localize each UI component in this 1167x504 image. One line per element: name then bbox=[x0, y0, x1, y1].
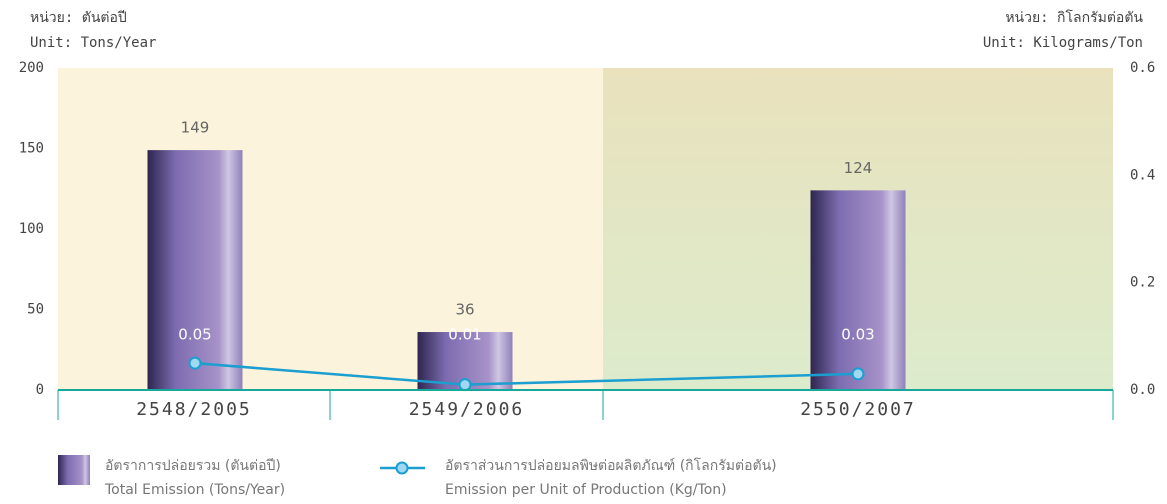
data-label: 0.05 bbox=[178, 326, 211, 344]
legend-label: อัตราส่วนการปล่อยมลพิษต่อผลิตภัณฑ์ (กิโล… bbox=[445, 457, 777, 474]
data-label: 36 bbox=[455, 301, 474, 319]
y-tick-label: 50 bbox=[27, 302, 44, 318]
plot-background bbox=[58, 68, 603, 390]
y2-tick-label: 0.0 bbox=[1130, 382, 1155, 398]
line-marker bbox=[458, 378, 472, 392]
y2-tick-label: 0.4 bbox=[1130, 167, 1155, 183]
unit-label: Unit: Kilograms/Ton bbox=[983, 35, 1143, 51]
unit-label: หน่วย: ตันต่อปี bbox=[30, 10, 127, 26]
legend-label: Emission per Unit of Production (Kg/Ton) bbox=[445, 482, 727, 498]
y-tick-label: 0 bbox=[36, 382, 44, 398]
line-marker bbox=[188, 356, 202, 370]
x-tick-label: 2550/2007 bbox=[800, 399, 916, 420]
data-label: 0.01 bbox=[448, 326, 481, 344]
y2-tick-label: 0.2 bbox=[1130, 275, 1155, 291]
legend-marker bbox=[395, 461, 409, 475]
legend-swatch bbox=[58, 455, 90, 485]
data-label: 0.03 bbox=[841, 326, 874, 344]
bar bbox=[810, 190, 906, 390]
bar bbox=[147, 150, 243, 390]
legend-label: อัตราการปล่อยรวม (ตันต่อปี) bbox=[105, 458, 281, 474]
unit-label: หน่วย: กิโลกรัมต่อตัน bbox=[1005, 9, 1143, 26]
legend-label: Total Emission (Tons/Year) bbox=[104, 482, 285, 498]
x-tick-label: 2549/2006 bbox=[409, 399, 525, 420]
y-tick-label: 150 bbox=[19, 141, 44, 157]
x-tick-label: 2548/2005 bbox=[136, 399, 252, 420]
data-label: 124 bbox=[844, 159, 873, 177]
y-tick-label: 100 bbox=[19, 221, 44, 237]
y2-tick-label: 0.6 bbox=[1130, 60, 1155, 76]
data-label: 149 bbox=[181, 119, 210, 137]
y-tick-label: 200 bbox=[19, 60, 44, 76]
line-marker bbox=[851, 367, 865, 381]
unit-label: Unit: Tons/Year bbox=[30, 35, 156, 51]
